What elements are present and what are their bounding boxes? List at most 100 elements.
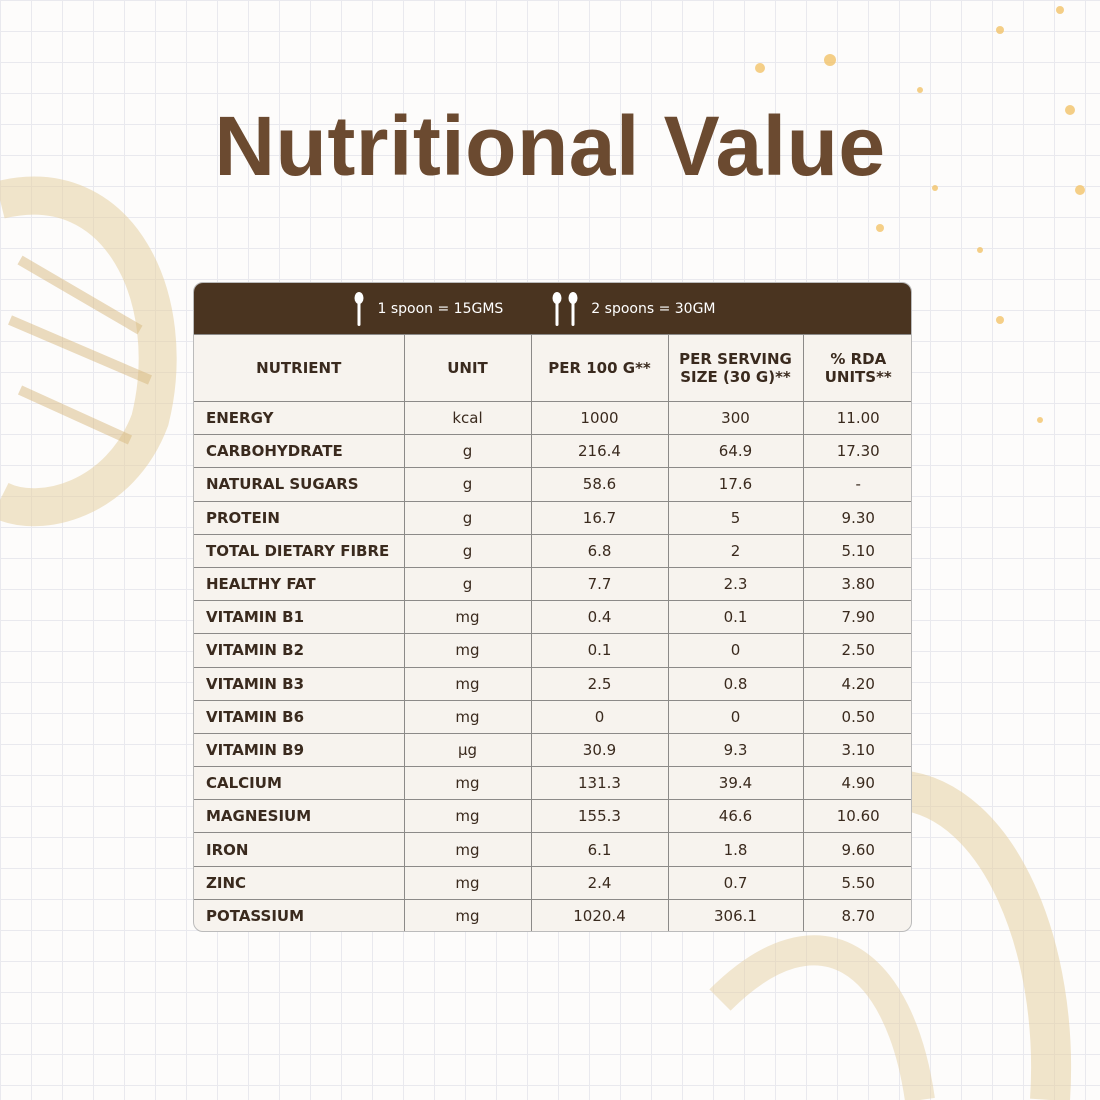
table-cell: 300 bbox=[667, 400, 804, 436]
table-cell: g bbox=[403, 533, 532, 568]
table-body: ENERGY kcal 1000 300 11.00 CARBOHYDRATE g 216.4… bbox=[194, 400, 911, 931]
serving-one: 1 spoon = 15GMS bbox=[377, 300, 504, 317]
table-cell: PROTEIN bbox=[194, 500, 405, 535]
table-row: IRON mg 6.1 1.8 9.60 bbox=[194, 832, 911, 867]
table-cell: 131.3 bbox=[530, 766, 669, 801]
table-cell: HEALTHY FAT bbox=[194, 566, 405, 602]
table-cell: VITAMIN B1 bbox=[194, 600, 405, 635]
table-cell: g bbox=[403, 566, 532, 602]
table-cell: 3.10 bbox=[802, 732, 911, 768]
column-header: PER 100 G** bbox=[530, 334, 669, 402]
table-cell: 0.50 bbox=[802, 699, 911, 734]
table-cell: 64.9 bbox=[667, 434, 804, 469]
table-cell: CARBOHYDRATE bbox=[194, 434, 405, 469]
table-row: VITAMIN B2 mg 0.1 0 2.50 bbox=[194, 633, 911, 668]
table-cell: 10.60 bbox=[802, 799, 911, 834]
table-cell: 11.00 bbox=[802, 400, 911, 436]
table-cell: 58.6 bbox=[530, 467, 669, 502]
table-cell: VITAMIN B3 bbox=[194, 666, 405, 701]
table-cell: µg bbox=[403, 732, 532, 768]
table-row: NATURAL SUGARS g 58.6 17.6- bbox=[194, 467, 911, 502]
table-cell: 17.6 bbox=[667, 467, 804, 502]
table-cell: mg bbox=[403, 832, 532, 867]
table-cell: 5.50 bbox=[802, 865, 911, 900]
column-header: NUTRIENT bbox=[194, 334, 405, 402]
table-cell: mg bbox=[403, 600, 532, 635]
table-cell: 1020.4 bbox=[530, 898, 669, 931]
table-cell: MAGNESIUM bbox=[194, 799, 405, 834]
table-cell: 2 bbox=[667, 533, 804, 568]
table-cell: 39.4 bbox=[667, 766, 804, 801]
table-cell: 4.90 bbox=[802, 766, 911, 801]
table-row: ZINC mg 2.4 0.7 5.50 bbox=[194, 865, 911, 900]
table-cell: 7.90 bbox=[802, 600, 911, 635]
table-cell: g bbox=[403, 467, 532, 502]
table-cell: 216.4 bbox=[530, 434, 669, 469]
table-row: POTASSIUM mg 1020.4 306.1 8.70 bbox=[194, 898, 911, 931]
table-cell: 8.70 bbox=[802, 898, 911, 931]
table-row: VITAMIN B3 mg 2.5 0.8 4.20 bbox=[194, 666, 911, 701]
table-cell: ZINC bbox=[194, 865, 405, 900]
table-cell: 0.7 bbox=[667, 865, 804, 900]
table-cell: 46.6 bbox=[667, 799, 804, 834]
table-cell: VITAMIN B9 bbox=[194, 732, 405, 768]
table-cell: VITAMIN B6 bbox=[194, 699, 405, 734]
table-cell: mg bbox=[403, 799, 532, 834]
table-cell: 9.60 bbox=[802, 832, 911, 867]
title: Nutritional Value bbox=[214, 99, 886, 193]
table-row: VITAMIN B1 mg 0.4 0.1 7.90 bbox=[194, 600, 911, 635]
serving-bar: 1 spoon = 15GMS 2 spoons = 30GM bbox=[194, 283, 911, 334]
table-cell: VITAMIN B2 bbox=[194, 633, 405, 668]
table-cell: 9.3 bbox=[667, 732, 804, 768]
table-cell: 30.9 bbox=[530, 732, 669, 768]
table-cell: 0 bbox=[667, 699, 804, 734]
table-cell: TOTAL DIETARY FIBRE bbox=[194, 533, 405, 568]
table-cell: mg bbox=[403, 666, 532, 701]
table-row: CALCIUM mg 131.3 39.4 4.90 bbox=[194, 766, 911, 801]
table-cell: 155.3 bbox=[530, 799, 669, 834]
table-cell: 6.8 bbox=[530, 533, 669, 568]
table-cell: 6.1 bbox=[530, 832, 669, 867]
table-cell: mg bbox=[403, 865, 532, 900]
table-cell: 0.8 bbox=[667, 666, 804, 701]
table-cell: mg bbox=[403, 898, 532, 931]
table-cell: kcal bbox=[403, 400, 532, 436]
table-row: VITAMIN B6 mg 0 0 0.50 bbox=[194, 699, 911, 734]
table-row: TOTAL DIETARY FIBRE g 6.8 2 5.10 bbox=[194, 533, 911, 568]
spoon-icon bbox=[354, 291, 364, 326]
table-cell: 0.1 bbox=[667, 600, 804, 635]
column-header: PER SERVING SIZE (30 G)** bbox=[667, 334, 804, 402]
nutrition-table: NUTRIENT UNIT PER 100 G** PER SERVING SIZE … bbox=[194, 334, 911, 931]
table-cell: 16.7 bbox=[530, 500, 669, 535]
table-row: CARBOHYDRATE g 216.4 64.9 17.30 bbox=[194, 434, 911, 469]
serving-two: 2 spoons = 30GM bbox=[591, 300, 716, 317]
table-cell: 2.3 bbox=[667, 566, 804, 602]
table-cell: mg bbox=[403, 633, 532, 668]
table-cell: 2.4 bbox=[530, 865, 669, 900]
table-cell: NATURAL SUGARS bbox=[194, 467, 405, 502]
table-cell: 9.30 bbox=[802, 500, 911, 535]
table-cell: 17.30 bbox=[802, 434, 911, 469]
column-header: UNIT bbox=[403, 334, 532, 402]
table-cell: 5.10 bbox=[802, 533, 911, 568]
table-cell: 0.4 bbox=[530, 600, 669, 635]
table-cell: 5 bbox=[667, 500, 804, 535]
table-row: PROTEIN g 16.7 5 9.30 bbox=[194, 500, 911, 535]
table-cell: 1.8 bbox=[667, 832, 804, 867]
table-cell: 3.80 bbox=[802, 566, 911, 602]
table-row: HEALTHY FAT g 7.7 2.3 3.80 bbox=[194, 566, 911, 602]
table-row: MAGNESIUM mg 155.3 46.6 10.60 bbox=[194, 799, 911, 834]
table-cell: 0.1 bbox=[530, 633, 669, 668]
table-cell: 0 bbox=[667, 633, 804, 668]
table-cell: 4.20 bbox=[802, 666, 911, 701]
column-header: % RDA UNITS** bbox=[802, 334, 911, 402]
table-cell: 7.7 bbox=[530, 566, 669, 602]
table-cell: g bbox=[403, 434, 532, 469]
table-row: ENERGY kcal 1000 300 11.00 bbox=[194, 400, 911, 436]
table-cell: 1000 bbox=[530, 400, 669, 436]
table-cell: IRON bbox=[194, 832, 405, 867]
table-cell: mg bbox=[403, 766, 532, 801]
table-cell: 2.50 bbox=[802, 633, 911, 668]
